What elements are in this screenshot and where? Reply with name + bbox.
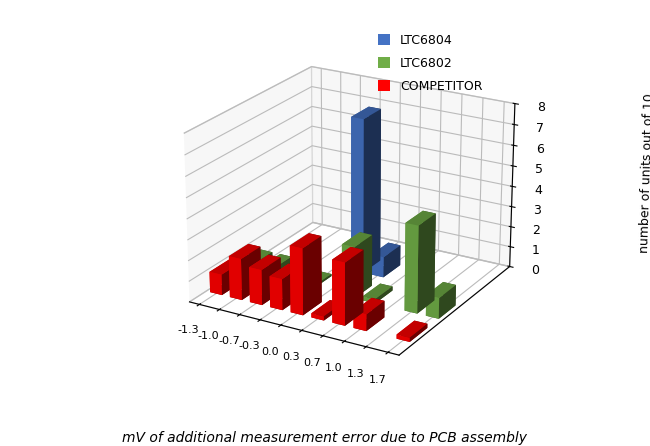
Text: mV of additional measurement error due to PCB assembly: mV of additional measurement error due t… xyxy=(122,430,528,445)
Legend: LTC6804, LTC6802, COMPETITOR: LTC6804, LTC6802, COMPETITOR xyxy=(372,29,488,98)
